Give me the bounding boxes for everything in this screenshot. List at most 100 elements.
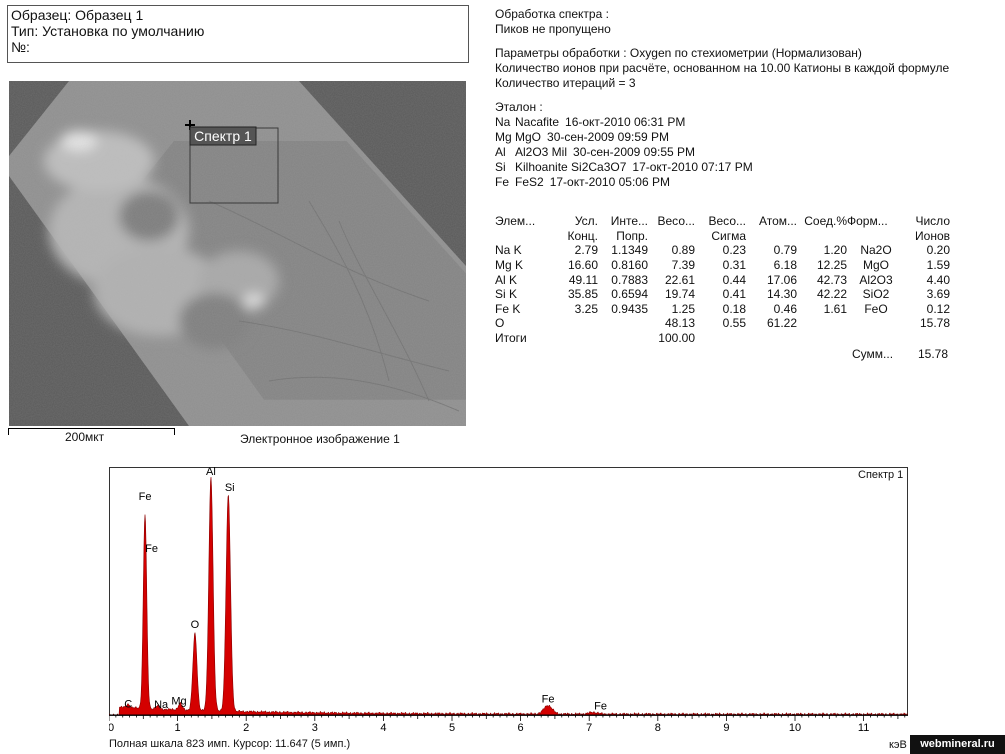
standard-material: Kilhoanite Si2Ca3O7 xyxy=(515,160,627,174)
processing-peaks: Пиков не пропущено xyxy=(495,22,611,36)
standard-element: Na xyxy=(495,115,511,129)
table-cell: 100.00 xyxy=(658,331,695,346)
header-cell xyxy=(847,229,905,244)
table-cell: 2.79 xyxy=(574,243,598,258)
table-cell: 1.61 xyxy=(823,301,847,316)
tick-label: 5 xyxy=(449,722,455,734)
standard-row: Fe FeS2 17-окт-2010 05:06 PM xyxy=(495,175,949,190)
standard-material: FeS2 xyxy=(515,175,544,189)
peak-label: Fe xyxy=(139,491,152,503)
peak-label: Fe xyxy=(594,700,607,712)
standard-date: 30-сен-2009 09:55 PM xyxy=(573,145,696,159)
table-cell: 0.41 xyxy=(722,287,746,302)
tick-label: 9 xyxy=(723,722,729,734)
standard-date: 17-окт-2010 07:17 PM xyxy=(632,160,753,174)
table-cell: SiO2 xyxy=(862,287,890,302)
table-cell: 35.85 xyxy=(567,287,598,302)
header-cell: Форм... xyxy=(847,214,888,229)
peak-label: Al xyxy=(206,467,216,478)
peak-label: C xyxy=(124,699,132,711)
spectrum-name: Спектр 1 xyxy=(858,469,904,481)
spectrum-marker-label: Спектр 1 xyxy=(194,128,252,144)
header-cell xyxy=(746,229,797,244)
table-cell: 0.79 xyxy=(773,243,797,258)
header-cell: Конц. xyxy=(567,228,599,243)
tick-label: 6 xyxy=(518,722,524,734)
table-cell: 0.46 xyxy=(773,301,797,316)
table-cell: Итоги xyxy=(495,331,527,346)
table-header-row: Элем... Усл. Инте... Весо... Весо... Атом... С… xyxy=(495,214,950,229)
tick-label: 1 xyxy=(175,722,181,734)
table-cell xyxy=(797,331,847,346)
header-cell: Весо... xyxy=(708,214,747,229)
table-cell: Fe K xyxy=(495,301,521,316)
table-cell: Si K xyxy=(495,287,518,302)
table-row: Al K 49.11 0.7883 22.61 0.44 17.06 42.73 Al2O3 4… xyxy=(495,272,950,287)
table-cell: 14.30 xyxy=(766,287,797,302)
table-cell: 42.73 xyxy=(816,272,847,287)
sum-value: 15.78 xyxy=(917,347,948,361)
table-cell: 0.55 xyxy=(722,316,746,331)
table-cell: 49.11 xyxy=(568,272,598,287)
standards-list: Na Nacafite 16-окт-2010 06:31 PM Mg MgO 30-се… xyxy=(495,115,949,190)
table-cell: Mg K xyxy=(495,258,524,273)
standard-date: 16-окт-2010 06:31 PM xyxy=(565,115,686,129)
table-cell: 1.59 xyxy=(926,258,950,273)
table-row: Итоги 100.00 xyxy=(495,331,950,346)
tick-label: 8 xyxy=(655,722,661,734)
table-row: Fe K 3.25 0.9435 1.25 0.18 0.46 1.61 FeO 0.12 xyxy=(495,302,950,317)
unit-label: кэВ xyxy=(889,739,907,751)
tick-label: 2 xyxy=(243,722,249,734)
status-line: Полная шкала 823 имп. Курсор: 11.647 (5 … xyxy=(109,738,351,750)
standard-material: Al2O3 Mil xyxy=(515,145,568,159)
table-cell: 61.22 xyxy=(766,316,797,331)
tick-label: 10 xyxy=(789,722,801,734)
table-cell: 3.69 xyxy=(926,287,950,302)
table-cell: 0.12 xyxy=(926,301,950,316)
image-caption: Электронное изображение 1 xyxy=(240,432,400,446)
standard-row: Na Nacafite 16-окт-2010 06:31 PM xyxy=(495,115,949,130)
table-row: Mg K 16.60 0.8160 7.39 0.31 6.18 12.25 MgO 1.59 xyxy=(495,258,950,273)
spectrum-chart: 0 1 2 3 4 5 6 7 8 9 10 11 C Fe Na Mg O Fe Al Si Fe Fe xyxy=(109,467,908,734)
table-cell: 0.31 xyxy=(722,258,746,273)
standard-row: Mg MgO 30-сен-2009 09:59 PM xyxy=(495,130,949,145)
scale-bar xyxy=(8,428,175,435)
peak-label: Fe xyxy=(145,543,158,555)
standard-material: MgO xyxy=(515,130,542,144)
processing-iterations: Количество итераций = 3 xyxy=(495,76,636,90)
header-cell: Весо... xyxy=(657,214,696,229)
tick-label: 11 xyxy=(858,722,869,734)
table-header-row: Конц. Попр. Сигма Ионов xyxy=(495,228,951,244)
sum-label: Сумм... xyxy=(852,347,894,361)
header-cell xyxy=(648,229,695,244)
table-cell xyxy=(598,331,648,346)
table-cell: Al2O3 xyxy=(859,272,893,287)
table-cell: 0.7883 xyxy=(611,272,648,287)
table-cell: 0.89 xyxy=(671,243,695,258)
table-cell: 1.20 xyxy=(823,243,847,258)
spectrum-area xyxy=(109,476,908,716)
table-cell: Na2O xyxy=(860,243,892,258)
peak-label: O xyxy=(191,619,200,631)
table-row: Si K 35.85 0.6594 19.74 0.41 14.30 42.22 SiO2 3.… xyxy=(495,287,950,302)
table-cell xyxy=(695,331,746,346)
standard-date: 17-окт-2010 05:06 PM xyxy=(549,175,670,189)
standard-element: Mg xyxy=(495,130,512,144)
table-cell xyxy=(560,316,598,331)
table-cell: 6.18 xyxy=(773,258,797,273)
processing-ions: Количество ионов при расчёте, основанном… xyxy=(495,61,950,75)
peak-label: Fe xyxy=(542,693,555,705)
tick-label: 0 xyxy=(109,722,114,734)
table-cell xyxy=(598,316,648,331)
header-cell: Элем... xyxy=(495,214,536,229)
table-cell: 0.8160 xyxy=(611,258,648,273)
table-cell: 0.44 xyxy=(722,272,746,287)
standards-title: Эталон : xyxy=(495,100,543,114)
table-cell: 7.39 xyxy=(671,258,695,273)
table-cell: 0.18 xyxy=(722,301,746,316)
table-cell: 0.9435 xyxy=(611,301,648,316)
sample-name: Образец: Образец 1 xyxy=(11,7,144,23)
header-cell: Соед.% xyxy=(804,214,847,229)
standard-row: Al Al2O3 Mil 30-сен-2009 09:55 PM xyxy=(495,145,949,160)
table-cell: 1.1349 xyxy=(611,243,648,258)
